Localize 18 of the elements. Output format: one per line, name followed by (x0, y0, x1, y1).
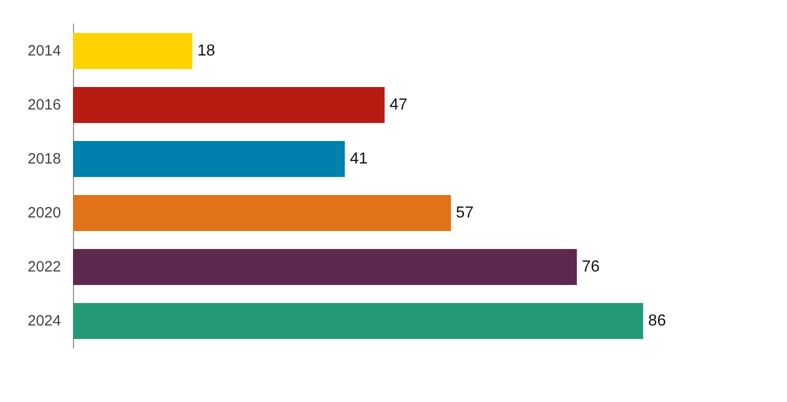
y-tick-label: 2024 (28, 312, 61, 330)
y-tick-label: 2014 (28, 42, 61, 60)
bar (73, 195, 451, 231)
y-tick-label: 2020 (28, 204, 61, 222)
y-tick-label: 2018 (28, 150, 61, 168)
data-label: 41 (350, 150, 368, 168)
y-tick-label: 2022 (28, 258, 61, 276)
y-tick-label: 2016 (28, 96, 61, 114)
bar (73, 141, 345, 177)
data-label: 18 (197, 42, 216, 60)
data-label: 76 (582, 258, 600, 276)
data-label: 47 (390, 96, 408, 114)
bar (73, 249, 577, 285)
bar (73, 33, 192, 69)
bar (73, 303, 644, 339)
data-label: 86 (648, 312, 666, 330)
data-label: 57 (456, 204, 474, 222)
bar (73, 87, 385, 123)
